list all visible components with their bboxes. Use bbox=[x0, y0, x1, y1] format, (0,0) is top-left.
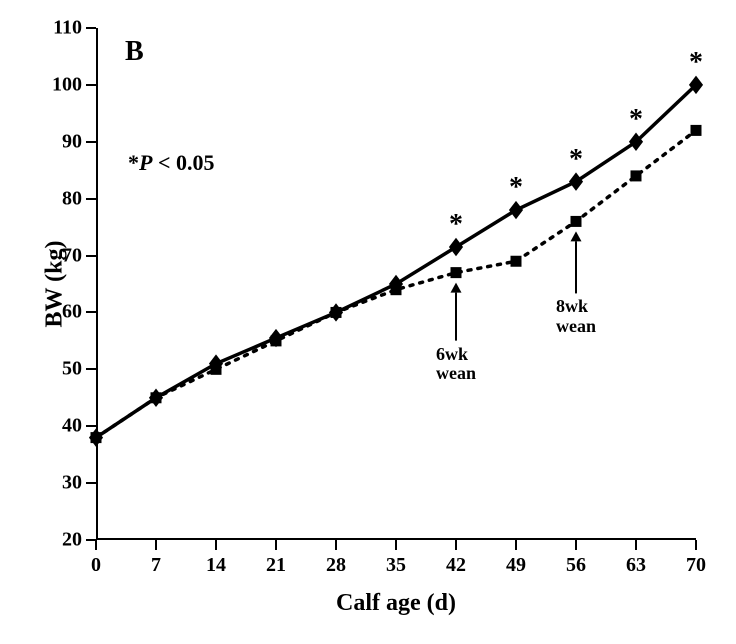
significance-star: * bbox=[689, 49, 703, 77]
x-tick bbox=[695, 540, 697, 550]
y-tick-label: 20 bbox=[46, 529, 82, 552]
y-tick bbox=[86, 27, 96, 29]
x-tick bbox=[575, 540, 577, 550]
series-marker-eight-wk bbox=[449, 238, 463, 256]
x-tick bbox=[215, 540, 217, 550]
x-tick-label: 49 bbox=[506, 554, 526, 577]
x-tick-label: 35 bbox=[386, 554, 406, 577]
significance-star: * bbox=[449, 211, 463, 239]
series-layer bbox=[0, 0, 736, 644]
series-marker-eight-wk bbox=[569, 172, 583, 190]
significance-note: *P < 0.05 bbox=[128, 150, 215, 176]
x-tick bbox=[155, 540, 157, 550]
x-tick-label: 70 bbox=[686, 554, 706, 577]
x-axis-label: Calf age (d) bbox=[336, 590, 456, 617]
y-tick bbox=[86, 539, 96, 541]
y-tick bbox=[86, 141, 96, 143]
y-tick-label: 110 bbox=[46, 17, 82, 40]
series-marker-eight-wk bbox=[149, 389, 163, 407]
series-marker-six-wk bbox=[451, 267, 462, 278]
x-tick bbox=[515, 540, 517, 550]
x-tick bbox=[275, 540, 277, 550]
y-tick-label: 30 bbox=[46, 472, 82, 495]
x-tick-label: 0 bbox=[91, 554, 101, 577]
series-marker-six-wk bbox=[691, 125, 702, 136]
x-tick-label: 42 bbox=[446, 554, 466, 577]
y-tick-label: 60 bbox=[46, 301, 82, 324]
y-tick bbox=[86, 482, 96, 484]
y-tick-label: 90 bbox=[46, 130, 82, 153]
x-tick-label: 63 bbox=[626, 554, 646, 577]
significance-star: * bbox=[509, 174, 523, 202]
x-tick bbox=[455, 540, 457, 550]
eight-wk-arrow-head bbox=[571, 231, 582, 241]
y-tick bbox=[86, 311, 96, 313]
y-tick bbox=[86, 198, 96, 200]
series-marker-six-wk bbox=[571, 216, 582, 227]
y-tick bbox=[86, 255, 96, 257]
six-wk-arrow-label: 6wk wean bbox=[436, 345, 476, 385]
x-tick bbox=[95, 540, 97, 550]
x-tick-label: 56 bbox=[566, 554, 586, 577]
series-line-eight-wk bbox=[96, 85, 696, 438]
series-marker-six-wk bbox=[511, 256, 522, 267]
y-tick-label: 40 bbox=[46, 415, 82, 438]
x-tick bbox=[395, 540, 397, 550]
series-marker-six-wk bbox=[631, 170, 642, 181]
x-tick-label: 28 bbox=[326, 554, 346, 577]
eight-wk-arrow-label: 8wk wean bbox=[556, 297, 596, 337]
x-tick-label: 21 bbox=[266, 554, 286, 577]
significance-star: * bbox=[569, 146, 583, 174]
y-tick-label: 70 bbox=[46, 244, 82, 267]
series-marker-eight-wk bbox=[329, 303, 343, 321]
x-tick bbox=[635, 540, 637, 550]
y-tick bbox=[86, 368, 96, 370]
x-tick-label: 7 bbox=[151, 554, 161, 577]
y-tick-label: 50 bbox=[46, 358, 82, 381]
chart-container: { "type": "line", "canvas": { "width": 7… bbox=[0, 0, 736, 644]
y-tick-label: 100 bbox=[46, 73, 82, 96]
x-tick-label: 14 bbox=[206, 554, 226, 577]
series-marker-eight-wk bbox=[509, 201, 523, 219]
y-tick bbox=[86, 84, 96, 86]
y-tick bbox=[86, 425, 96, 427]
six-wk-arrow-head bbox=[451, 283, 462, 293]
panel-label: B bbox=[125, 36, 144, 68]
significance-star: * bbox=[629, 106, 643, 134]
x-tick bbox=[335, 540, 337, 550]
series-marker-eight-wk bbox=[89, 428, 103, 446]
y-tick-label: 80 bbox=[46, 187, 82, 210]
